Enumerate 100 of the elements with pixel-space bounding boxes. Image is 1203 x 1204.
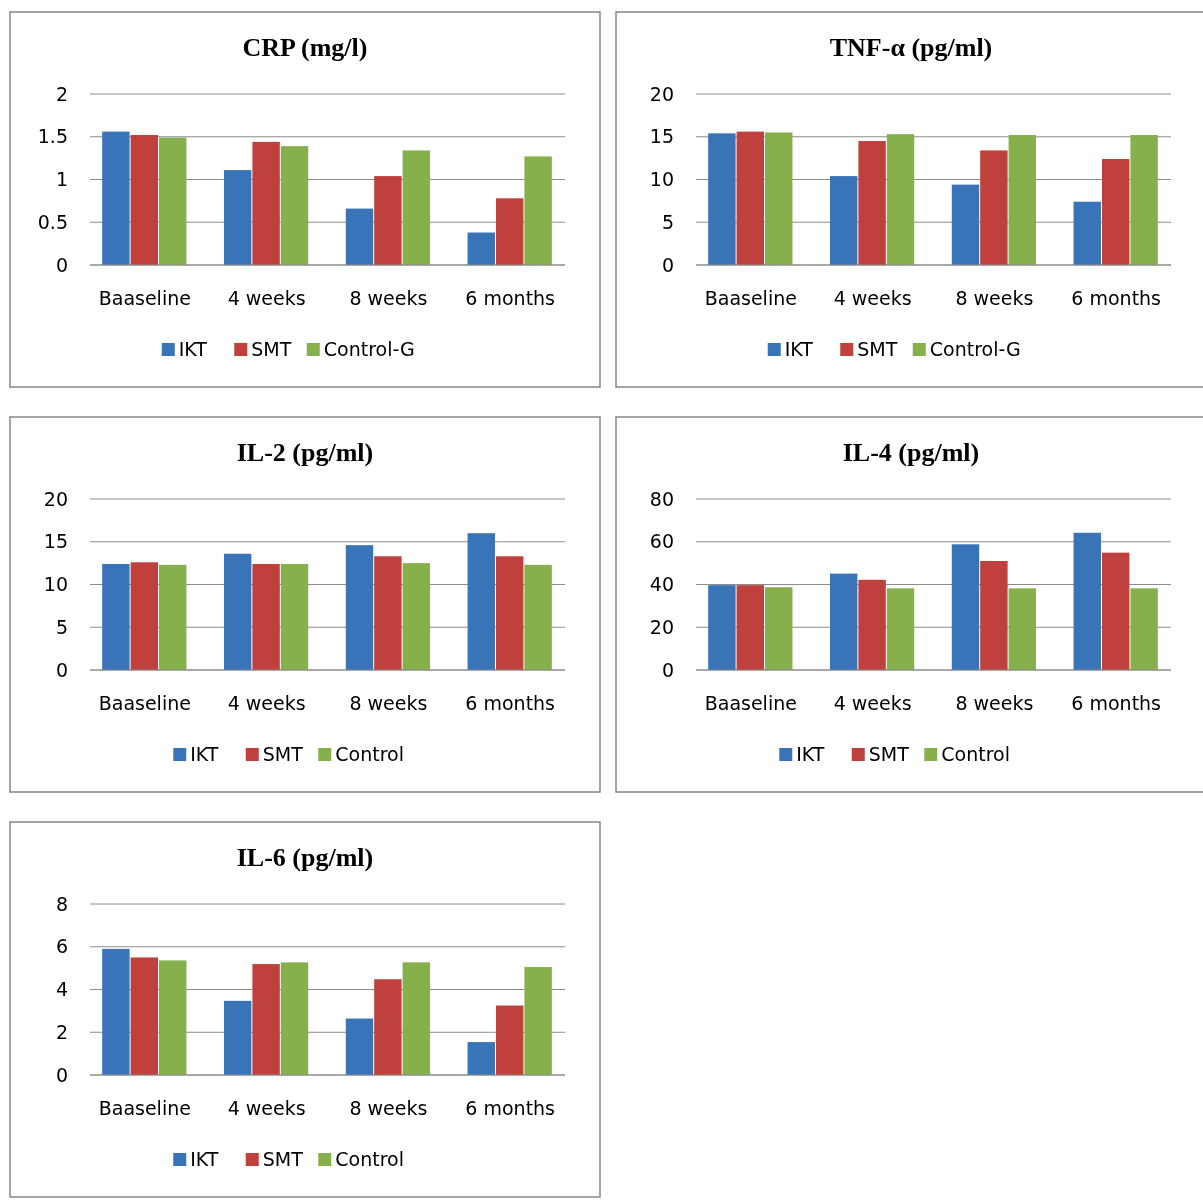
y-tick-label: 0 xyxy=(55,1063,68,1086)
x-tick-label: 8 weeks xyxy=(955,692,1034,714)
y-tick-label: 5 xyxy=(55,615,68,638)
x-tick-label: Baaseline xyxy=(704,287,797,309)
bar xyxy=(765,132,793,265)
x-tick-label: 8 weeks xyxy=(955,287,1034,309)
y-tick-label: 60 xyxy=(649,530,674,553)
bar xyxy=(402,962,431,1075)
bar xyxy=(1101,158,1130,265)
bar xyxy=(1130,588,1158,670)
bar xyxy=(765,587,793,670)
bar xyxy=(495,556,524,670)
bar xyxy=(886,134,915,265)
x-tick-label: 4 weeks xyxy=(227,1097,306,1119)
bar xyxy=(102,131,130,265)
bar xyxy=(467,1042,495,1075)
bar xyxy=(102,948,130,1075)
y-tick-label: 15 xyxy=(43,530,68,553)
legend-label: Control xyxy=(941,742,1010,765)
y-tick-label: 80 xyxy=(649,487,674,510)
bar xyxy=(1073,201,1101,265)
bar xyxy=(708,585,736,670)
y-tick-label: 0.5 xyxy=(37,210,68,233)
x-tick-label: 6 months xyxy=(465,1097,556,1119)
y-tick-label: 0 xyxy=(661,253,674,276)
x-tick-label: 6 months xyxy=(465,692,556,714)
x-tick-label: 8 weeks xyxy=(349,692,428,714)
bar xyxy=(708,133,736,265)
y-tick-label: 0 xyxy=(661,658,674,681)
y-tick-label: 40 xyxy=(649,573,674,596)
y-tick-label: 4 xyxy=(55,978,68,1001)
y-tick-label: 20 xyxy=(649,82,674,105)
bar xyxy=(345,545,374,670)
bar xyxy=(495,1005,524,1075)
bar xyxy=(402,150,431,265)
bar xyxy=(1101,552,1130,670)
bar xyxy=(980,150,1008,265)
bar xyxy=(102,563,130,670)
x-tick-label: 4 weeks xyxy=(227,287,306,309)
x-tick-label: 4 weeks xyxy=(227,692,306,714)
legend-label: Control xyxy=(335,742,404,765)
bar xyxy=(280,146,309,265)
legend-label: IKT xyxy=(784,337,814,360)
bar xyxy=(1130,135,1158,265)
bar xyxy=(1008,588,1037,670)
bar xyxy=(524,564,552,670)
bar xyxy=(858,579,886,670)
legend-label: SMT xyxy=(857,337,898,360)
bar xyxy=(524,967,552,1075)
y-tick-label: 10 xyxy=(43,573,68,596)
bar xyxy=(159,960,187,1075)
bar xyxy=(1073,532,1101,670)
bar xyxy=(130,562,159,670)
x-tick-label: Baaseline xyxy=(98,1097,191,1119)
bar xyxy=(374,176,402,265)
bar xyxy=(345,208,374,265)
y-tick-label: 8 xyxy=(55,892,68,915)
x-tick-label: Baaseline xyxy=(98,287,191,309)
bar xyxy=(467,533,495,670)
bar xyxy=(951,184,980,265)
bar xyxy=(374,556,402,670)
y-tick-label: 20 xyxy=(43,487,68,510)
x-tick-label: 4 weeks xyxy=(833,692,912,714)
legend-label: SMT xyxy=(262,742,304,765)
bar xyxy=(345,1018,374,1075)
bar xyxy=(223,553,252,670)
legend-label: IKT xyxy=(190,1147,219,1170)
bar xyxy=(130,957,159,1075)
legend-label: SMT xyxy=(251,337,292,360)
y-tick-label: 20 xyxy=(649,615,674,638)
legend-label: IKT xyxy=(178,337,208,360)
bar xyxy=(223,170,252,265)
y-tick-label: 2 xyxy=(55,1020,68,1043)
legend-label: IKT xyxy=(796,742,825,765)
x-tick-label: 6 months xyxy=(1071,287,1162,309)
legend-label: Control xyxy=(335,1147,404,1170)
bar xyxy=(159,564,187,670)
bar xyxy=(252,141,280,265)
bar xyxy=(980,560,1008,670)
y-tick-label: 10 xyxy=(649,168,674,191)
y-tick-label: 2 xyxy=(55,82,68,105)
chart-title: IL-2 (pg/ml) xyxy=(236,438,374,467)
legend-label: SMT xyxy=(868,742,910,765)
bar xyxy=(223,1000,252,1075)
x-tick-label: 8 weeks xyxy=(349,1097,428,1119)
y-tick-label: 0 xyxy=(55,658,68,681)
bar xyxy=(159,137,187,265)
bar xyxy=(886,588,915,670)
bar xyxy=(467,232,495,265)
chart-title: CRP (mg/l) xyxy=(242,33,368,62)
chart-title: IL-6 (pg/ml) xyxy=(236,843,374,872)
legend-label: SMT xyxy=(262,1147,304,1170)
x-tick-label: 6 months xyxy=(465,287,556,309)
chart-title: TNF-α (pg/ml) xyxy=(829,33,993,62)
bar xyxy=(280,563,309,670)
legend-label: Control-G xyxy=(323,337,415,360)
bar xyxy=(858,141,886,265)
y-tick-label: 6 xyxy=(55,935,68,958)
y-tick-label: 1 xyxy=(55,168,68,191)
bar xyxy=(280,962,309,1075)
